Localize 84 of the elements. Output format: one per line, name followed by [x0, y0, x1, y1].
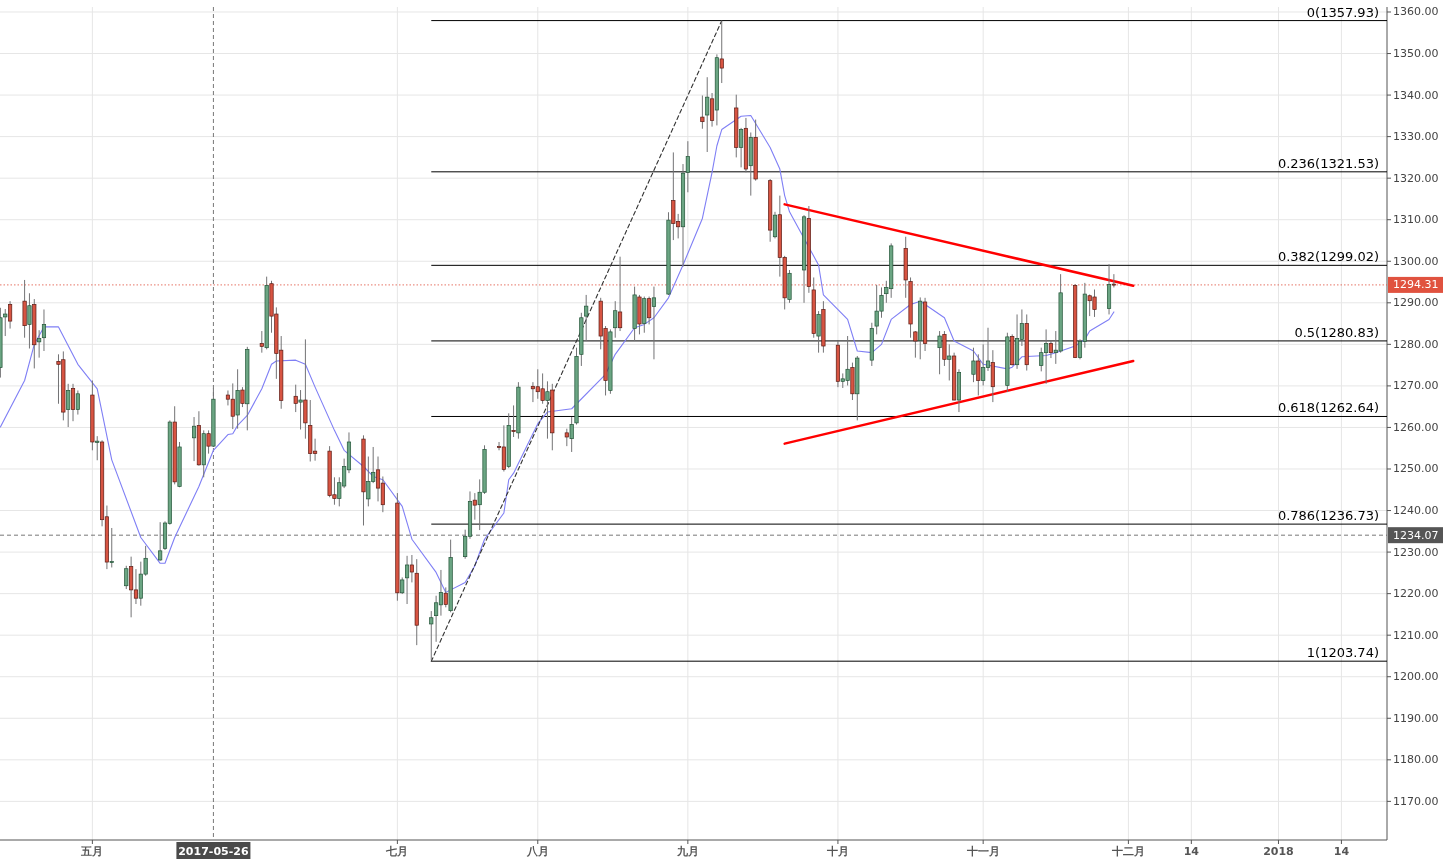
y-tick-label: 1240.00: [1393, 504, 1439, 518]
y-tick-label: 1340.00: [1393, 88, 1439, 102]
x-tick-label: 十月: [825, 845, 849, 858]
candlestick: [545, 380, 550, 440]
x-tick-label: 十一月: [965, 845, 1000, 858]
candlestick: [66, 383, 71, 428]
y-tick-label: 1330.00: [1393, 130, 1439, 144]
y-tick-label: 1190.00: [1393, 711, 1439, 725]
candlestick: [70, 383, 76, 422]
y-tick-label: 1230.00: [1393, 545, 1439, 559]
x-tick-label: 十二月: [1110, 845, 1145, 858]
candlestick: [947, 343, 952, 381]
candlestick: [298, 389, 303, 431]
x-tick-label: 五月: [80, 845, 104, 858]
candlestick: [41, 308, 47, 352]
candlestick: [240, 386, 245, 408]
ref-line-label: 0.618(1262.64): [1277, 400, 1379, 416]
candlestick: [705, 76, 710, 153]
ref-line-label: 0.382(1299.02): [1277, 249, 1379, 265]
y-tick-label: 1170.00: [1393, 794, 1439, 808]
ref-line-label: 0(1357.93): [1306, 4, 1379, 20]
candlestick: [685, 140, 690, 193]
candlestick: [129, 556, 134, 618]
candlestick: [913, 330, 918, 359]
ref-line-label: 2017-05-26: [178, 844, 249, 858]
ref-line-label: 1(1203.74): [1306, 645, 1379, 661]
y-tick-label: 1180.00: [1393, 753, 1439, 767]
candlestick: [569, 416, 574, 453]
candlestick: [375, 456, 381, 502]
x-tick-label: 14: [1183, 845, 1200, 858]
candlestick: [293, 384, 298, 413]
candlestick: [27, 292, 32, 350]
x-tick-label: 七月: [385, 845, 409, 858]
candlestick: [647, 296, 652, 325]
candlestick: [95, 435, 100, 461]
x-tick-label: 八月: [525, 845, 549, 858]
y-tick-label: 1320.00: [1393, 171, 1439, 185]
ref-line-label: 0.236(1321.53): [1277, 155, 1379, 171]
candlestick: [772, 211, 778, 239]
y-tick-label: 1310.00: [1393, 213, 1439, 227]
candlestick: [124, 565, 129, 590]
candlestick: [976, 353, 981, 396]
y-tick-label: 1260.00: [1393, 420, 1439, 434]
candlestick: [971, 347, 976, 383]
candlestick: [501, 424, 506, 472]
candlestick: [443, 586, 448, 608]
ref-line-label: 1294.31: [1393, 278, 1439, 292]
candlestick: [651, 286, 657, 360]
candlestick: [739, 127, 744, 168]
ref-line-label: 0.786(1236.73): [1277, 508, 1379, 524]
candlestick: [816, 310, 821, 354]
candlestick: [133, 568, 138, 605]
y-tick-label: 1220.00: [1393, 587, 1439, 601]
x-tick-label: 2018: [1263, 845, 1294, 858]
candlestick: [710, 92, 715, 128]
x-tick-label: 九月: [675, 845, 699, 858]
candlestick: [8, 300, 13, 330]
candlestick: [206, 429, 211, 455]
candlestick: [719, 20, 724, 84]
y-tick-label: 1360.00: [1393, 5, 1439, 19]
candlestick: [303, 338, 308, 440]
candlestick: [230, 382, 235, 430]
candlestick: [700, 94, 705, 130]
y-tick-label: 1270.00: [1393, 379, 1439, 393]
y-tick-label: 1280.00: [1393, 337, 1439, 351]
candlestick: [438, 569, 443, 617]
candlestick: [259, 330, 264, 354]
candlestick: [109, 527, 114, 568]
y-tick-label: 1350.00: [1393, 47, 1439, 61]
candlestick: [937, 330, 942, 375]
candlestick: [584, 294, 589, 342]
y-tick-label: 1210.00: [1393, 628, 1439, 642]
y-tick-label: 1290.00: [1393, 296, 1439, 310]
candlestick: [37, 329, 42, 359]
y-tick-label: 1300.00: [1393, 254, 1439, 268]
candlestick: [158, 521, 163, 562]
x-tick-label: 14: [1333, 845, 1350, 858]
candlestick: [511, 404, 516, 438]
candlestick: [192, 416, 197, 462]
ref-line-label: 1234.07: [1393, 528, 1439, 542]
y-tick-label: 1200.00: [1393, 670, 1439, 684]
y-tick-label: 1250.00: [1393, 462, 1439, 476]
candlestick: [75, 389, 80, 416]
ref-line-label: 0.5(1280.83): [1294, 324, 1379, 340]
